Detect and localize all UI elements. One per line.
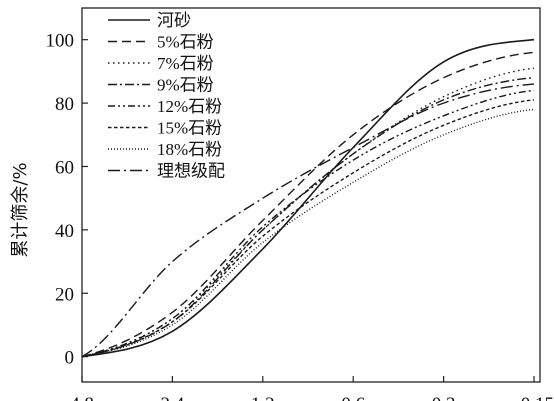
legend-label: 理想级配 [157, 162, 225, 181]
x-tick-label: 0.3 [432, 394, 456, 401]
legend-label: 15%石粉 [157, 119, 222, 138]
plot-frame [81, 7, 541, 383]
y-axis-label: 累计筛余/% [10, 162, 31, 257]
legend-label: 7%石粉 [157, 54, 214, 73]
series-line-7 [81, 108, 535, 358]
series-lines [81, 38, 535, 358]
y-tick-label: 40 [55, 221, 74, 242]
x-tick-label: 2.4 [161, 394, 185, 401]
series-line-5 [81, 89, 535, 358]
series-line-4 [81, 77, 535, 358]
legend-label: 5%石粉 [157, 33, 214, 52]
series-line-6 [81, 99, 535, 358]
y-tick-label: 0 [65, 348, 75, 369]
y-tick-label: 20 [55, 284, 74, 305]
series-line-2 [81, 51, 535, 358]
y-tick-label: 60 [55, 157, 74, 178]
series-line-3 [81, 67, 535, 358]
legend-label: 9%石粉 [157, 76, 214, 95]
y-tick-label: 100 [46, 31, 75, 52]
series-line-8 [81, 83, 535, 358]
legend-label: 18%石粉 [157, 140, 222, 159]
x-axis-ticks: 4.8 2.4 1.2 0.6 0.3 0.15 [70, 376, 554, 401]
x-tick-label: 1.2 [251, 394, 275, 401]
legend-label: 河砂 [157, 11, 191, 30]
x-tick-label: 4.8 [70, 394, 94, 401]
x-tick-label: 0.6 [341, 394, 365, 401]
y-tick-label: 80 [55, 94, 74, 115]
y-axis-ticks: 0 20 40 60 80 100 [46, 31, 88, 369]
x-tick-label: 0.15 [521, 394, 554, 401]
legend-label: 12%石粉 [157, 97, 222, 116]
series-line-1 [81, 38, 535, 358]
